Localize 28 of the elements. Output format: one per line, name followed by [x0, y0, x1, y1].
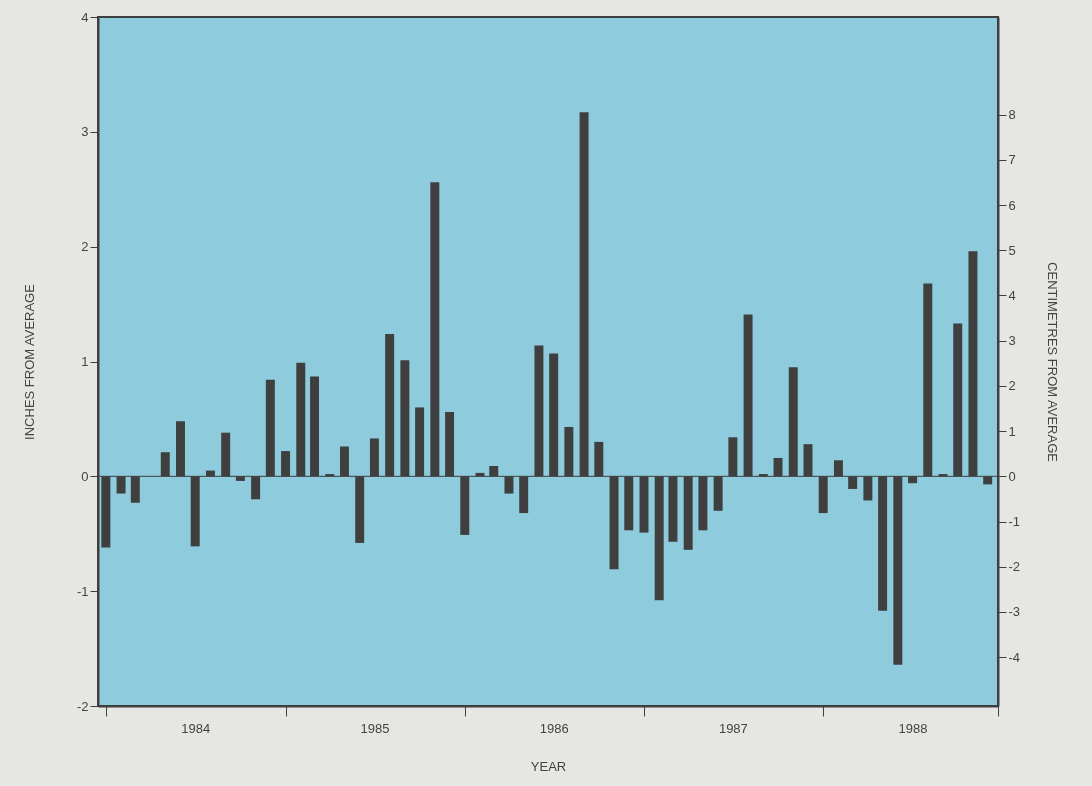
y2-tick-label: -4: [1008, 649, 1021, 665]
x-tick-label: 1987: [718, 720, 748, 736]
y2-axis-title: CENTIMETRES FROM AVERAGE: [1045, 262, 1061, 463]
y-axis-title: INCHES FROM AVERAGE: [21, 283, 37, 440]
y2-tick-label: 8: [1008, 107, 1016, 123]
y-tick-label: 2: [81, 239, 89, 255]
x-axis-title: YEAR: [530, 758, 567, 774]
y2-tick-label: 4: [1008, 287, 1016, 303]
y-tick-label: 3: [81, 124, 89, 140]
y-tick-label: 4: [81, 9, 89, 25]
y2-tick-label: 7: [1008, 152, 1016, 168]
y2-tick-label: -2: [1008, 559, 1021, 575]
y2-tick-label: 0: [1008, 468, 1016, 484]
y-tick-label: -2: [76, 698, 89, 714]
y-tick-label: 0: [81, 468, 89, 484]
y2-tick-label: 2: [1008, 378, 1016, 394]
y2-tick-label: -3: [1008, 604, 1021, 620]
y-tick-label: 1: [81, 354, 89, 369]
y2-tick-label: 6: [1008, 197, 1016, 213]
y2-tick-label: 3: [1008, 333, 1016, 349]
y-tick-label: -1: [76, 583, 89, 599]
x-tick-label: 1985: [360, 720, 390, 736]
y2-tick-label: -1: [1008, 514, 1021, 530]
y2-tick-label: 1: [1008, 423, 1016, 439]
x-tick-label: 1988: [898, 720, 928, 736]
y2-tick-label: 5: [1008, 242, 1016, 258]
x-tick-label: 1986: [539, 720, 569, 736]
x-tick-label: 1984: [181, 720, 211, 736]
